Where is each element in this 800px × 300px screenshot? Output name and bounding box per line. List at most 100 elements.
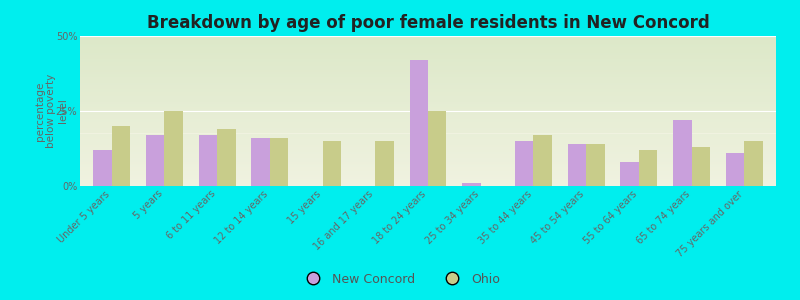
Bar	[80, 68, 776, 70]
Bar	[80, 132, 776, 134]
Bar	[80, 55, 776, 57]
Bar	[80, 130, 776, 132]
Bar	[80, 60, 776, 62]
Y-axis label: percentage
below poverty
level: percentage below poverty level	[35, 74, 68, 148]
Bar	[112, 126, 130, 186]
Bar	[80, 137, 776, 139]
Bar	[673, 120, 692, 186]
Bar	[568, 144, 586, 186]
Bar	[80, 143, 776, 145]
Bar	[80, 64, 776, 66]
Bar	[80, 162, 776, 164]
Bar	[80, 40, 776, 42]
Bar	[80, 51, 776, 53]
Bar	[80, 135, 776, 137]
Bar	[80, 182, 776, 184]
Bar	[80, 167, 776, 169]
Bar	[80, 62, 776, 64]
Bar	[80, 118, 776, 120]
Bar	[80, 120, 776, 122]
Bar	[80, 115, 776, 117]
Bar	[80, 44, 776, 45]
Bar	[80, 102, 776, 103]
Title: Breakdown by age of poor female residents in New Concord: Breakdown by age of poor female resident…	[146, 14, 710, 32]
Bar	[80, 169, 776, 171]
Bar	[534, 135, 552, 186]
Bar	[80, 145, 776, 147]
Bar	[80, 77, 776, 79]
Bar	[80, 126, 776, 128]
Bar	[80, 83, 776, 85]
Bar	[80, 75, 776, 77]
Bar	[251, 138, 270, 186]
Bar	[80, 96, 776, 98]
Bar	[80, 141, 776, 143]
Bar	[80, 57, 776, 59]
Bar	[80, 81, 776, 83]
Bar	[80, 72, 776, 74]
Bar	[80, 53, 776, 55]
Bar	[80, 158, 776, 160]
Bar	[80, 107, 776, 109]
Bar	[80, 98, 776, 100]
Bar	[164, 111, 183, 186]
Bar	[80, 58, 776, 60]
Bar	[80, 92, 776, 94]
Bar	[462, 183, 481, 186]
Bar	[80, 74, 776, 75]
Bar	[80, 180, 776, 182]
Bar	[80, 117, 776, 118]
Bar	[80, 165, 776, 167]
Bar	[80, 184, 776, 186]
Bar	[80, 175, 776, 177]
Bar	[80, 36, 776, 38]
Bar	[80, 150, 776, 152]
Bar	[80, 148, 776, 150]
Bar	[80, 109, 776, 111]
Bar	[80, 113, 776, 115]
Bar	[515, 141, 534, 186]
Bar	[586, 144, 605, 186]
Bar	[217, 129, 235, 186]
Legend: New Concord, Ohio: New Concord, Ohio	[295, 268, 505, 291]
Bar	[80, 47, 776, 49]
Bar	[80, 178, 776, 180]
Bar	[270, 138, 288, 186]
Bar	[146, 135, 164, 186]
Bar	[80, 152, 776, 154]
Bar	[80, 42, 776, 43]
Bar	[80, 90, 776, 92]
Bar	[80, 160, 776, 162]
Bar	[410, 60, 428, 186]
Bar	[375, 141, 394, 186]
Bar	[80, 128, 776, 130]
Bar	[639, 150, 658, 186]
Bar	[80, 171, 776, 173]
Bar	[322, 141, 341, 186]
Bar	[80, 122, 776, 124]
Bar	[80, 88, 776, 90]
Bar	[80, 66, 776, 68]
Bar	[80, 87, 776, 88]
Bar	[80, 49, 776, 51]
Bar	[692, 147, 710, 186]
Bar	[80, 94, 776, 96]
Bar	[621, 162, 639, 186]
Bar	[80, 70, 776, 72]
Bar	[198, 135, 217, 186]
Bar	[726, 153, 744, 186]
Bar	[80, 111, 776, 113]
Bar	[80, 103, 776, 105]
Bar	[80, 173, 776, 175]
Bar	[80, 156, 776, 158]
Bar	[80, 147, 776, 148]
Bar	[80, 79, 776, 81]
Bar	[93, 150, 112, 186]
Bar	[80, 100, 776, 102]
Bar	[80, 154, 776, 156]
Bar	[80, 45, 776, 47]
Bar	[80, 134, 776, 135]
Bar	[80, 177, 776, 178]
Bar	[80, 38, 776, 40]
Bar	[80, 139, 776, 141]
